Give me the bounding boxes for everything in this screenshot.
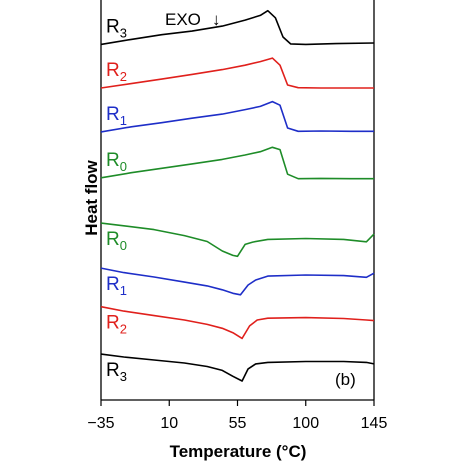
x-tick-label: 145 — [361, 415, 388, 432]
series-line-cooling-r1 — [100, 267, 375, 296]
x-axis-title: Temperature (°C) — [170, 442, 307, 461]
x-tick-label: −35 — [87, 415, 114, 432]
curve-label-heating-r0: R0 — [106, 150, 127, 174]
curve-label-cooling-r3: R3 — [106, 360, 127, 384]
y-axis-title: Heat flow — [82, 159, 101, 235]
curve-label-heating-r2: R2 — [106, 60, 127, 84]
curve-label-heating-r3: R3 — [106, 16, 127, 40]
curve-label-heating-r1: R1 — [106, 104, 127, 128]
series-line-heating-r2 — [100, 57, 374, 89]
curve-label-cooling-r2: R2 — [106, 313, 127, 337]
curve-label-cooling-r1: R1 — [106, 274, 127, 298]
x-tick-label: 100 — [292, 415, 319, 432]
series-line-heating-r1 — [100, 100, 374, 133]
series-line-heating-r0 — [100, 146, 374, 180]
series-line-heating-r3 — [100, 9, 375, 46]
x-tick-label: 55 — [229, 415, 247, 432]
exo-label: EXO — [165, 10, 201, 29]
series-line-cooling-r2 — [100, 305, 375, 340]
curve-label-cooling-r0: R0 — [106, 229, 127, 253]
panel-label: (b) — [335, 370, 356, 389]
series-line-cooling-r3 — [100, 353, 375, 382]
series-line-cooling-r0 — [100, 222, 375, 258]
x-tick-label: 10 — [160, 415, 178, 432]
exo-arrow-icon: ↓ — [212, 10, 221, 29]
